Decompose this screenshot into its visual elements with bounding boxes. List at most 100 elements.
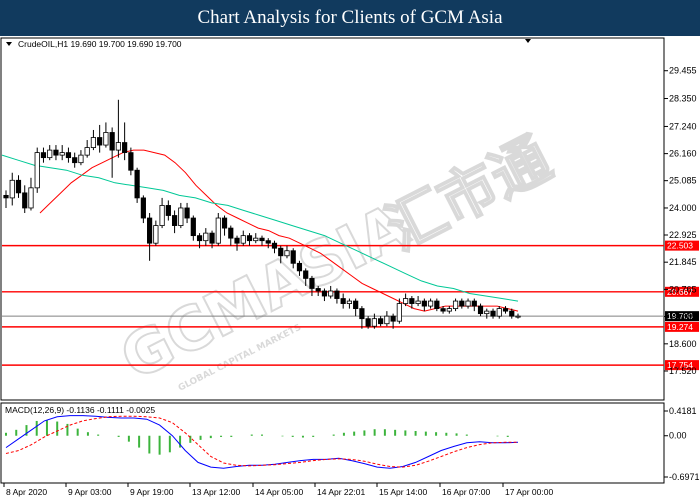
- x-tick-label: 8 Apr 2020: [6, 487, 47, 497]
- symbol-info: CrudeOIL,H1 19.690 19.700 19.690 19.700: [18, 39, 182, 49]
- y-tick-label: 26.160: [669, 149, 697, 159]
- candle-body: [122, 142, 128, 154]
- candle-body: [40, 152, 47, 159]
- candle-body: [47, 149, 53, 159]
- candle-body: [240, 235, 246, 244]
- level-tag-label: 19.274: [667, 322, 693, 332]
- candles: [3, 99, 521, 329]
- candle-body: [9, 179, 15, 199]
- candle-body: [340, 298, 346, 304]
- candle-body: [427, 300, 434, 307]
- price-axis: 29.455 28.350 27.240 26.160 25.085 24.000 22.9…: [664, 66, 697, 376]
- candle-body: [265, 240, 271, 244]
- candle-body: [215, 217, 221, 244]
- y-tick-label: 25.085: [669, 176, 697, 186]
- candle-body: [246, 235, 253, 242]
- candle-body: [403, 298, 409, 304]
- y-tick-label: 20.765: [669, 284, 697, 294]
- candle-body: [334, 290, 340, 299]
- candle-body: [53, 149, 59, 156]
- candle-body: [309, 278, 315, 289]
- candle-body: [484, 310, 490, 315]
- candle-body: [440, 308, 446, 312]
- candle-body: [134, 169, 140, 199]
- candle-body: [165, 205, 171, 216]
- candle-body: [465, 300, 471, 307]
- candle-body: [259, 237, 265, 242]
- candle-body: [28, 187, 34, 209]
- candle-body: [321, 290, 328, 297]
- time-axis: 8 Apr 2020 9 Apr 03:00 9 Apr 19:00 13 Apr 1…: [3, 483, 553, 497]
- candle-body: [22, 192, 28, 209]
- candle-body: [315, 288, 321, 292]
- x-tick-label: 9 Apr 03:00: [68, 487, 112, 497]
- candle-body: [184, 207, 190, 219]
- x-tick-label: 14 Apr 05:00: [255, 487, 303, 497]
- candle-body: [446, 308, 452, 312]
- candle-body: [396, 303, 402, 322]
- candle-body: [296, 262, 303, 272]
- candle-body: [140, 197, 146, 219]
- candle-body: [3, 194, 9, 199]
- y-tick-label: 27.240: [669, 121, 697, 131]
- candle-body: [178, 207, 184, 226]
- shift-marker-icon[interactable]: [525, 39, 531, 43]
- x-tick-label: 15 Apr 14:00: [379, 487, 427, 497]
- macd-signal-line: [5, 415, 518, 468]
- candle-body: [34, 152, 40, 189]
- y-tick-label: 22.925: [669, 230, 697, 240]
- y-tick-label: 21.845: [669, 257, 697, 267]
- candle-body: [228, 227, 234, 239]
- candle-body: [415, 300, 421, 304]
- candle-body: [452, 300, 459, 310]
- candle-body: [253, 237, 259, 242]
- candle-body: [190, 217, 196, 237]
- page-title: Chart Analysis for Clients of GCM Asia: [0, 0, 700, 36]
- candle-body: [159, 205, 165, 226]
- macd-indicator: 0.4181 0.00 -0.6971: [5, 406, 700, 482]
- candle-body: [365, 318, 371, 327]
- candle-body: [390, 315, 396, 322]
- candle-body: [421, 300, 427, 307]
- candle-body: [72, 157, 78, 164]
- candle-body: [128, 152, 134, 171]
- macd-y-tick-label: 0.4181: [669, 406, 697, 416]
- candle-body: [78, 154, 84, 164]
- candle-body: [115, 142, 121, 151]
- main-panel: [0, 37, 665, 401]
- candle-body: [459, 300, 465, 307]
- candle-body: [271, 242, 278, 249]
- candle-body: [371, 318, 377, 327]
- y-tick-label: 24.000: [669, 203, 697, 213]
- candle-body: [203, 232, 209, 242]
- candle-body: [153, 225, 159, 244]
- candle-body: [328, 290, 334, 297]
- current-price-tag: [665, 311, 699, 322]
- macd-label: MACD(12,26,9) -0.1136 -0.1111 -0.0025: [5, 405, 155, 415]
- y-tick-label: 29.455: [669, 66, 697, 76]
- candle-body: [346, 300, 353, 304]
- candle-body: [378, 318, 384, 325]
- macd-y-tick-label: 0.00: [669, 431, 687, 441]
- x-tick-label: 16 Apr 07:00: [442, 487, 490, 497]
- symbol-dropdown-icon[interactable]: [6, 42, 12, 46]
- candle-body: [471, 300, 477, 307]
- candle-body: [490, 310, 496, 317]
- level-tag-label: 22.503: [667, 241, 693, 251]
- candle-body: [284, 250, 290, 257]
- candle-body: [65, 152, 72, 159]
- candle-body: [290, 250, 296, 264]
- candle-body: [409, 298, 415, 304]
- candle-body: [171, 215, 178, 226]
- candle-body: [209, 232, 215, 244]
- candle-body: [359, 308, 365, 320]
- candle-body: [509, 310, 515, 317]
- level-tag: [665, 321, 699, 332]
- candle-body: [90, 137, 97, 148]
- macd-panel: [0, 402, 665, 484]
- candle-body: [502, 308, 509, 312]
- y-tick-label: 17.520: [669, 366, 697, 376]
- price-chart: GCMASIA 汇市通 GLOBAL CAPITAL MARKETS 22.50…: [0, 36, 700, 500]
- candle-body: [496, 308, 502, 317]
- candle-body: [103, 132, 109, 146]
